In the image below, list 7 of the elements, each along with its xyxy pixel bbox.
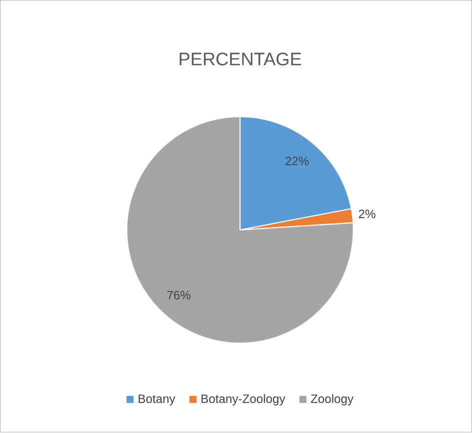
data-label: 76% [167, 291, 190, 300]
data-label: 2% [358, 210, 376, 218]
chart-title: PERCENTAGE [180, 52, 302, 66]
data-label: 22% [286, 156, 309, 166]
legend-label: Botany [138, 394, 176, 406]
legend-label: Botany-Zoology [202, 394, 286, 406]
legend-label: Zoology [310, 394, 354, 406]
